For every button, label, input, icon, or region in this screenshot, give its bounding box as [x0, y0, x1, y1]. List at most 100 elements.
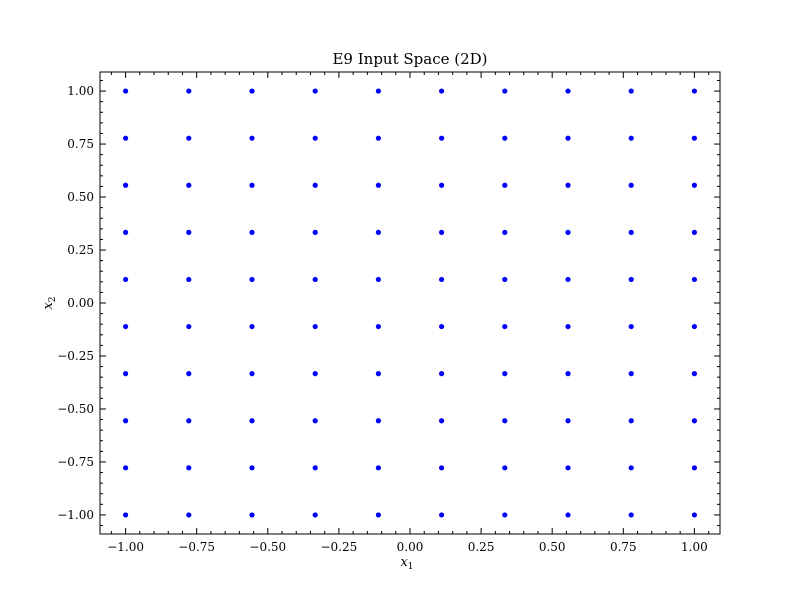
data-point	[312, 323, 318, 330]
data-point	[438, 135, 445, 141]
data-point	[628, 276, 634, 283]
data-point	[628, 512, 634, 518]
data-point	[502, 135, 508, 141]
y-tick-label: −0.75	[57, 455, 94, 469]
y-tick-label: −1.00	[57, 508, 94, 522]
y-tick-label: 0.75	[67, 137, 94, 151]
data-point	[502, 323, 508, 330]
data-point	[691, 465, 698, 471]
x-tick-label: −1.00	[107, 540, 144, 554]
data-point	[375, 88, 382, 94]
data-point	[565, 512, 571, 518]
data-point	[628, 229, 634, 235]
data-point	[691, 182, 698, 188]
x-axis-label: x1	[400, 555, 413, 572]
data-point	[122, 465, 129, 471]
data-point	[249, 135, 255, 141]
data-point	[249, 371, 255, 377]
data-point	[312, 229, 318, 235]
data-point	[312, 88, 318, 94]
y-axis-label-main: x	[41, 302, 56, 310]
data-point	[186, 135, 192, 141]
y-axis-label: x2	[41, 296, 58, 309]
data-point	[122, 418, 129, 424]
data-point	[438, 88, 445, 94]
data-point	[186, 418, 192, 424]
data-point	[438, 276, 445, 283]
data-point	[628, 88, 634, 94]
data-point	[375, 182, 382, 188]
data-point	[628, 182, 634, 188]
data-point	[691, 276, 698, 283]
data-point	[691, 418, 698, 424]
data-point	[502, 465, 508, 471]
data-point	[691, 512, 698, 518]
y-tick-label: 0.00	[67, 296, 94, 310]
y-tick-label: −0.50	[57, 402, 94, 416]
data-point	[502, 88, 508, 94]
x-tick-label: 0.00	[397, 540, 424, 554]
data-point	[249, 323, 255, 330]
plot-frame	[99, 71, 721, 535]
data-point	[122, 229, 129, 235]
data-point	[186, 371, 192, 377]
data-point	[691, 371, 698, 377]
x-tick-label: 0.25	[468, 540, 495, 554]
y-tick-label: 0.25	[67, 243, 94, 257]
data-point	[122, 371, 129, 377]
data-point	[312, 418, 318, 424]
data-point	[186, 88, 192, 94]
data-point	[628, 465, 634, 471]
x-axis-label-main: x	[400, 555, 408, 570]
data-point	[186, 276, 192, 283]
data-point	[691, 323, 698, 330]
data-point	[628, 418, 634, 424]
data-point	[502, 418, 508, 424]
data-point	[565, 323, 571, 330]
data-point	[375, 135, 382, 141]
data-point	[122, 135, 129, 141]
data-point	[122, 88, 129, 94]
y-axis-label-sub: 2	[48, 296, 58, 302]
data-point	[438, 512, 445, 518]
data-point	[312, 276, 318, 283]
y-tick-label: 0.50	[67, 190, 94, 204]
y-tick-label: 1.00	[67, 84, 94, 98]
data-point	[312, 182, 318, 188]
x-tick-label: 0.75	[610, 540, 637, 554]
data-point	[691, 135, 698, 141]
data-point	[438, 182, 445, 188]
x-tick-labels: −1.00 −0.75 −0.50 −0.25 0.00 0.25 0.50 0.75 1.00	[107, 540, 708, 554]
data-point	[691, 88, 698, 94]
data-point	[249, 88, 255, 94]
data-point	[312, 465, 318, 471]
data-point	[628, 371, 634, 377]
data-point	[186, 465, 192, 471]
data-point	[565, 276, 571, 283]
data-point	[502, 512, 508, 518]
data-point	[249, 182, 255, 188]
data-point	[502, 182, 508, 188]
data-point	[375, 418, 382, 424]
data-point	[565, 371, 571, 377]
y-tick-labels: −1.00 −0.75 −0.50 −0.25 0.00 0.25 0.50 0.75 1.00	[57, 84, 94, 522]
data-point	[565, 229, 571, 235]
data-point	[565, 182, 571, 188]
data-point	[502, 371, 508, 377]
x-tick-label: −0.75	[178, 540, 215, 554]
data-point	[375, 371, 382, 377]
x-axis-label-sub: 1	[408, 562, 414, 572]
data-point	[628, 323, 634, 330]
data-point	[186, 182, 192, 188]
data-point	[186, 512, 192, 518]
data-point	[375, 323, 382, 330]
data-point	[249, 418, 255, 424]
data-point	[502, 276, 508, 283]
data-point	[186, 323, 192, 330]
data-point	[312, 371, 318, 377]
data-point	[565, 135, 571, 141]
axis-ticks	[100, 72, 720, 534]
data-point	[375, 512, 382, 518]
data-point	[375, 465, 382, 471]
data-point	[249, 276, 255, 283]
